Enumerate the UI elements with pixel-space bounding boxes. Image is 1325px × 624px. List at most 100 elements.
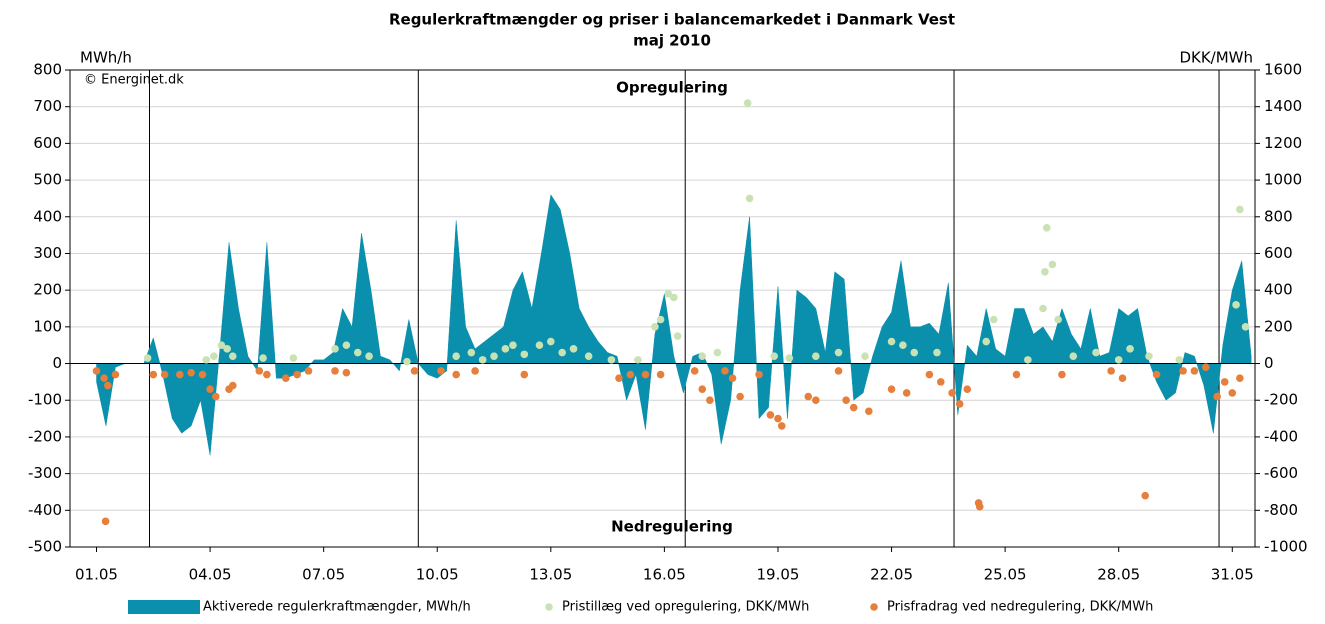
y2-tick-label: 400 (1264, 281, 1293, 299)
dot (849, 403, 858, 412)
x-tick-label: 01.05 (75, 566, 118, 584)
dot (342, 341, 351, 349)
x-tick-label: 13.05 (529, 566, 572, 584)
dot (770, 352, 778, 361)
y-tick-label: -500 (28, 538, 62, 556)
dot (342, 368, 351, 377)
dot (353, 348, 362, 357)
dot (331, 367, 339, 375)
dot (1041, 268, 1049, 276)
dot (1179, 367, 1187, 375)
plot-frame (69, 69, 1256, 548)
source-note: © Energinet.dk (84, 73, 184, 88)
legend-label: Aktiverede regulerkraftmængder, MWh/h (203, 600, 471, 615)
dot (1141, 491, 1150, 500)
dot (293, 370, 301, 379)
legend-label: Pristillæg ved opregulering, DKK/MWh (562, 600, 809, 615)
x-tick-label: 25.05 (984, 566, 1027, 584)
dot (1058, 370, 1066, 379)
dot (804, 392, 813, 401)
legend-swatch (870, 603, 878, 611)
dot (187, 368, 195, 377)
dot (736, 392, 744, 401)
dot (812, 352, 820, 361)
dot (1241, 323, 1250, 331)
area (96, 194, 1252, 456)
y2-tick-label: -600 (1264, 464, 1298, 482)
dot (948, 389, 956, 397)
x-tick-label: 04.05 (189, 566, 232, 584)
dot (634, 356, 642, 364)
y2-tick-label: 1000 (1264, 171, 1302, 189)
dot (1114, 356, 1123, 364)
dot (211, 392, 220, 401)
dot (569, 345, 578, 353)
dot (1213, 392, 1221, 401)
dot (834, 348, 843, 357)
x-tick-label: 22.05 (870, 566, 913, 584)
dot (673, 332, 682, 340)
dot (1092, 348, 1100, 357)
dot (641, 370, 650, 379)
dot (812, 396, 820, 405)
dot (228, 352, 237, 361)
dot (281, 374, 290, 383)
dot (1228, 389, 1237, 397)
dot (1024, 356, 1032, 364)
y2-tick-label: -800 (1264, 501, 1298, 519)
dot (509, 341, 517, 349)
dot (304, 367, 313, 375)
dot (698, 352, 707, 361)
dot (1220, 378, 1229, 386)
dot (101, 517, 110, 526)
y-tick-label: 400 (33, 207, 62, 225)
x-tick-label: 19.05 (756, 566, 799, 584)
dot (777, 422, 786, 430)
dot (713, 348, 722, 357)
annotation: Nedregulering (611, 518, 733, 536)
dot (410, 367, 419, 375)
dot (910, 348, 919, 357)
dot (745, 194, 754, 203)
dot (955, 400, 964, 408)
dot (728, 374, 737, 383)
dot (887, 337, 896, 346)
dot (1236, 205, 1244, 214)
dot (1039, 304, 1047, 313)
chart-title: Regulerkraftmængder og priser i balancem… (389, 11, 955, 29)
y2-tick-label: 200 (1264, 317, 1293, 335)
dot (615, 374, 623, 383)
y2-tick-label: 600 (1264, 244, 1293, 262)
dot (160, 370, 169, 379)
x-tick-label: 10.05 (416, 566, 459, 584)
dot (834, 367, 843, 375)
dot (175, 370, 184, 379)
dot (899, 341, 907, 349)
dot (104, 381, 112, 390)
dot (520, 350, 529, 359)
dot (1012, 370, 1021, 379)
x-tick-label: 31.05 (1211, 566, 1254, 584)
y-axis-label: MWh/h (80, 49, 132, 67)
dot (1232, 301, 1240, 309)
dot (865, 407, 873, 416)
dot (228, 381, 237, 390)
dot (1118, 374, 1127, 383)
y-tick-label: -300 (28, 464, 62, 482)
chart-subtitle: maj 2010 (633, 32, 711, 50)
dot (774, 414, 782, 423)
dot (223, 345, 231, 353)
dot (1042, 223, 1051, 232)
dot (651, 323, 659, 331)
x-tick-label: 16.05 (643, 566, 686, 584)
dot (1152, 370, 1161, 379)
dot (520, 370, 529, 379)
y2-tick-label: -1000 (1264, 538, 1308, 556)
dot (263, 370, 271, 379)
dot (1054, 315, 1062, 324)
dot (690, 367, 699, 375)
dot (1201, 363, 1210, 372)
dot (607, 356, 616, 364)
dot (902, 389, 911, 397)
